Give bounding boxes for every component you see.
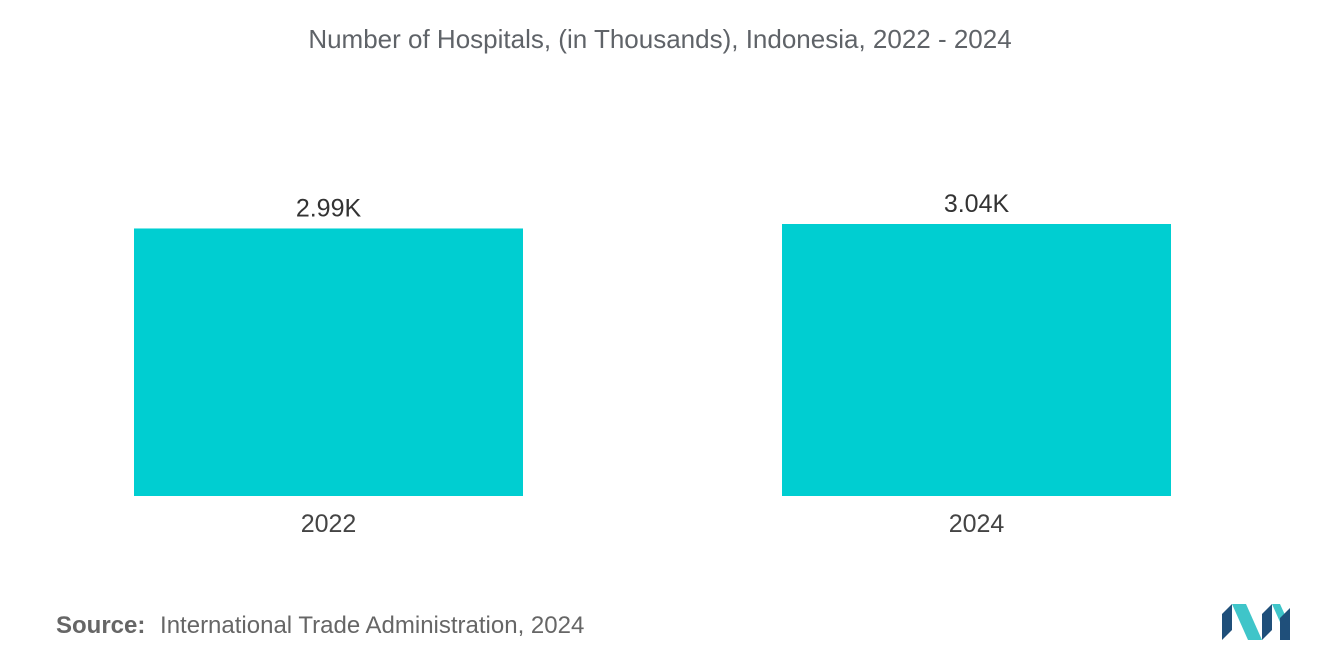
bars-layer: 2.99K 2022 3.04K 2024 — [134, 190, 1171, 538]
x-tick-label-2022: 2022 — [301, 510, 357, 538]
source-text: International Trade Administration, 2024 — [160, 612, 585, 639]
data-label-2024: 3.04K — [944, 190, 1010, 218]
source-note: Source: International Trade Administrati… — [56, 612, 584, 640]
x-tick-label-2024: 2024 — [949, 510, 1005, 538]
mordor-intelligence-logo-icon — [1222, 604, 1290, 640]
bar-2022 — [134, 228, 523, 496]
chart-title: Number of Hospitals, (in Thousands), Ind… — [308, 24, 1012, 54]
data-label-2022: 2.99K — [296, 194, 362, 222]
source-label: Source: — [56, 612, 146, 639]
bar-2024 — [782, 224, 1171, 496]
